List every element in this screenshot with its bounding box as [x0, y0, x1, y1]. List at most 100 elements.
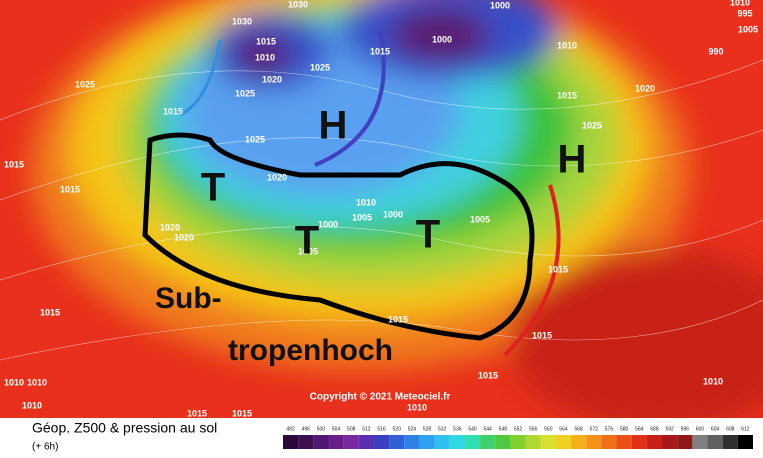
scale-swatch	[358, 435, 374, 449]
isobar-label: 1015	[478, 370, 498, 380]
isobar-label: 1015	[40, 307, 60, 317]
scale-label: 496	[302, 426, 311, 432]
scale-label: 548	[499, 426, 508, 432]
scale-swatch	[662, 435, 678, 449]
footer-title: Géop. Z500 & pression au sol	[32, 420, 217, 436]
isobar-label: 1030	[288, 0, 308, 9]
isobar-label: 1005	[738, 24, 758, 34]
isobar-label: 1010	[356, 197, 376, 207]
scale-label: 572	[590, 426, 599, 432]
scale-label: 536	[453, 426, 462, 432]
scale-label: 492	[286, 426, 295, 432]
isobar-label: 1010	[557, 40, 577, 50]
scale-swatch	[722, 435, 738, 449]
scale-label: 592	[665, 426, 674, 432]
annotation: T	[201, 166, 225, 210]
annotation: H	[558, 138, 587, 182]
scale-swatch	[328, 435, 344, 449]
scale-swatch	[571, 435, 587, 449]
scale-label: 552	[514, 426, 523, 432]
scale-swatch	[283, 435, 299, 449]
annotation: T	[416, 213, 440, 257]
isobar-label: 1015	[370, 46, 390, 56]
annotation: T	[295, 219, 319, 263]
scale-swatch	[601, 435, 617, 449]
isobar-label: 1015	[4, 159, 24, 169]
scale-label: 588	[650, 426, 659, 432]
isobar-label: 1015	[60, 184, 80, 194]
scale-swatch	[586, 435, 602, 449]
scale-label: 568	[574, 426, 583, 432]
scale-label: 516	[377, 426, 386, 432]
scale-label: 564	[559, 426, 568, 432]
isobar-label: 1010	[4, 377, 24, 387]
copyright: Copyright © 2021 Meteociel.fr	[310, 392, 451, 403]
isobar-label: 1010	[703, 376, 723, 386]
scale-swatch	[298, 435, 314, 449]
scale-label: 604	[711, 426, 720, 432]
isobar-label: 1000	[432, 34, 452, 44]
isobar-label: 1025	[582, 120, 602, 130]
isobar-label: 1025	[310, 62, 330, 72]
isobar-label: 1020	[635, 83, 655, 93]
isobar-label: 1010	[22, 400, 42, 410]
scale-swatch	[434, 435, 450, 449]
scale-swatch	[373, 435, 390, 449]
scale-label: 500	[317, 426, 326, 432]
scale-label: 556	[529, 426, 538, 432]
isobar-label: 1015	[532, 330, 552, 340]
scale-swatch	[343, 435, 359, 449]
isobar-label: 1005	[470, 214, 490, 224]
scale-swatch	[677, 435, 693, 449]
isobar-label: 1010	[407, 402, 427, 412]
scale-swatch	[404, 435, 420, 449]
scale-label: 580	[620, 426, 629, 432]
isobar-label: 1005	[298, 246, 318, 256]
isobar-label: 1015	[163, 106, 183, 116]
scale-swatch	[419, 435, 435, 449]
scale-label: 512	[362, 426, 371, 432]
scale-swatch	[464, 435, 481, 449]
scale-label: 508	[347, 426, 356, 432]
scale-label: 520	[393, 426, 402, 432]
isobar-label: 1000	[383, 209, 403, 219]
isobar-label: 1020	[267, 172, 287, 182]
scale-swatch	[389, 435, 405, 449]
scale-label: 504	[332, 426, 341, 432]
isobar-label: 990	[708, 46, 723, 56]
scale-label: 612	[741, 426, 750, 432]
scale-label: 576	[605, 426, 614, 432]
scale-label: 528	[423, 426, 432, 432]
annotation: Sub-	[155, 282, 222, 315]
scale-label: 544	[484, 426, 493, 432]
isobar-label: 1015	[557, 90, 577, 100]
isobar-label: 1025	[75, 79, 95, 89]
scale-swatch	[510, 435, 526, 449]
scale-label: 540	[468, 426, 477, 432]
scale-swatch	[540, 435, 556, 449]
scale-label: 524	[408, 426, 417, 432]
isobar-label: 1015	[187, 408, 207, 418]
isobar-label: 1000	[318, 219, 338, 229]
isobar-label: 1030	[232, 16, 252, 26]
isobar-label: 1015	[232, 408, 252, 418]
scale-label: 584	[635, 426, 644, 432]
isobar-label: 1020	[174, 232, 194, 242]
scale-swatch	[313, 435, 329, 449]
scale-label: 596	[681, 426, 690, 432]
scale-swatch	[449, 435, 465, 449]
isobar-label: 1005	[352, 212, 372, 222]
isobar-label: 1015	[388, 314, 408, 324]
scale-label: 532	[438, 426, 447, 432]
isobar-label: 1015	[548, 264, 568, 274]
isobar-label: 1010	[27, 377, 47, 387]
scale-swatch	[631, 435, 647, 449]
scale-swatch	[737, 435, 753, 449]
scale-swatch	[707, 435, 723, 449]
isobar-label: 1010	[255, 52, 275, 62]
scale-label: 608	[726, 426, 735, 432]
scale-label: 560	[544, 426, 553, 432]
isobar-label: 1000	[490, 0, 510, 10]
scale-swatch	[525, 435, 541, 449]
